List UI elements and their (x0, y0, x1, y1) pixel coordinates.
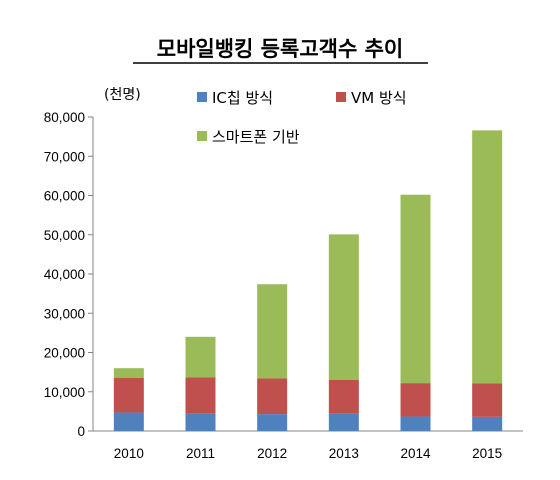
legend-label: VM 방식 (351, 89, 407, 107)
bar-2015-series-1 (472, 416, 503, 431)
y-unit-label: (천명) (104, 87, 141, 103)
legend-swatch (197, 92, 207, 102)
y-tick-label: 50,000 (44, 228, 85, 243)
y-tick-label: 60,000 (44, 189, 85, 204)
y-tick-label: 40,000 (44, 267, 85, 282)
y-tick-label: 70,000 (44, 149, 85, 164)
x-tick-label: 2015 (472, 446, 502, 461)
x-tick-label: 2013 (329, 446, 359, 461)
legend-swatch (336, 92, 346, 102)
y-tick-label: 20,000 (44, 346, 85, 361)
bars (113, 130, 503, 431)
bar-2012-series-2 (257, 378, 288, 415)
bar-2014-series-3 (400, 194, 431, 384)
chart-title: 모바일뱅킹 등록고객수 추이 (157, 36, 403, 61)
bar-2012-series-3 (257, 284, 288, 379)
bar-2013-series-1 (328, 413, 359, 431)
y-tick-label: 10,000 (44, 385, 85, 400)
x-tick-label: 2014 (400, 446, 431, 461)
bar-2015-series-3 (472, 130, 503, 384)
x-tick-label: 2012 (257, 446, 287, 461)
bar-2014-series-2 (400, 383, 431, 417)
y-ticks: 0 10,000 20,000 30,000 40,000 50,000 60,000 70,… (44, 110, 93, 439)
bar-2010-series-1 (113, 412, 144, 431)
x-tick-label: 2010 (114, 446, 144, 461)
bar-2013-series-2 (328, 379, 359, 414)
bar-2013-series-3 (328, 234, 359, 380)
bar-2014-series-1 (400, 416, 431, 431)
bar-2010-series-3 (113, 368, 144, 379)
y-tick-label: 30,000 (44, 306, 85, 321)
legend-swatch (197, 131, 207, 141)
x-labels: 2010 2011 2012 2013 2014 2015 (114, 446, 502, 461)
bar-2010-series-2 (113, 378, 144, 413)
bar-2012-series-1 (257, 414, 288, 431)
bar-2015-series-2 (472, 383, 503, 417)
y-tick-label: 80,000 (44, 110, 85, 125)
legend-label: IC칩 방식 (212, 89, 273, 107)
x-tick-label: 2011 (186, 446, 215, 461)
bar-2011-series-2 (185, 377, 216, 414)
bar-2011-series-3 (185, 336, 216, 378)
bar-2011-series-1 (185, 413, 216, 431)
y-tick-label: 0 (77, 424, 85, 439)
legend-label: 스마트폰 기반 (212, 128, 300, 146)
